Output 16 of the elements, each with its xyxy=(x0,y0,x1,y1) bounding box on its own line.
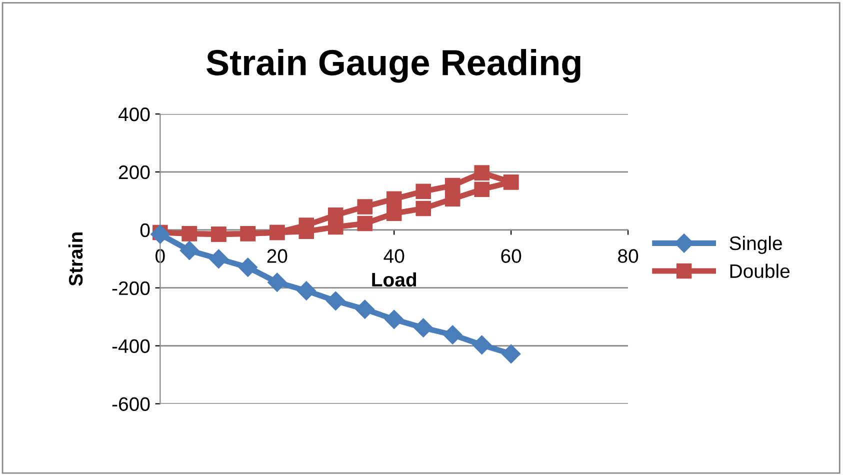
legend-label: Double xyxy=(730,264,790,278)
x-axis-title: Load xyxy=(372,272,416,287)
y-tick-label: 200 xyxy=(118,165,150,180)
legend-label: Single xyxy=(730,236,782,254)
y-tick-label: -200 xyxy=(112,281,150,296)
x-tick-label: 40 xyxy=(384,249,404,263)
x-tick-label: 60 xyxy=(501,249,522,263)
x-tick-label: 80 xyxy=(618,249,638,263)
x-tick-label: 20 xyxy=(267,249,288,263)
y-tick-label: 400 xyxy=(118,107,150,122)
y-tick-label: -600 xyxy=(112,397,150,411)
x-tick-label: 0 xyxy=(156,249,165,263)
y-tick-label: -400 xyxy=(112,339,150,354)
y-axis-title: Strain xyxy=(68,232,83,286)
y-tick-label: 0 xyxy=(140,223,150,238)
chart-title: Strain Gauge Reading xyxy=(206,48,580,83)
